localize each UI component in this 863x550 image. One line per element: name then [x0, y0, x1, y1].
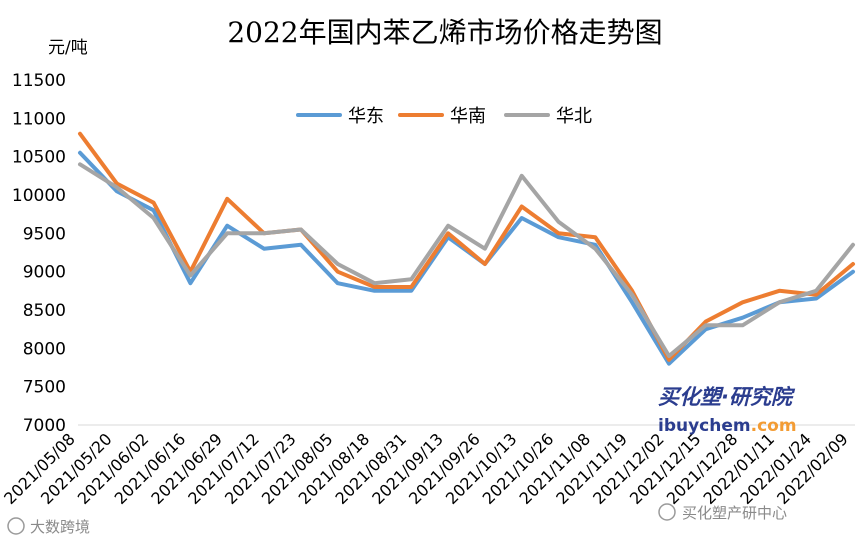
y-tick-label: 10000 [12, 186, 66, 206]
chart-title: 2022年国内苯乙烯市场价格走势图 [227, 16, 662, 49]
y-tick-label: 11000 [12, 109, 66, 129]
y-tick-label: 8500 [23, 301, 66, 321]
watermark-url: ibuychem.com [658, 416, 797, 436]
y-tick-label: 11500 [12, 71, 66, 91]
series-line [78, 162, 855, 358]
legend-label: 华北 [556, 106, 592, 127]
y-tick-label: 10500 [12, 148, 66, 168]
watermark-brand: 买化塑·研究院 [658, 385, 796, 409]
y-axis: 7000 7500 8000 8500 9000 9500 10000 10500 11000 1… [12, 71, 66, 436]
y-tick-label: 7500 [23, 378, 66, 398]
legend-label: 华东 [348, 106, 384, 127]
y-tick-label: 8000 [23, 339, 66, 359]
wechat-credit-left: 大数跨境 [7, 517, 90, 536]
wechat-credit-right: 买化塑产研中心 [658, 503, 787, 522]
y-tick-label: 9500 [23, 224, 66, 244]
watermark-url-left: ibuychem [658, 416, 751, 436]
x-axis: 2021/05/082021/05/202021/06/022021/06/16… [0, 429, 852, 508]
watermark-url-right: .com [751, 416, 797, 436]
wechat-icon [7, 517, 25, 535]
series-line [78, 131, 855, 362]
legend-label: 华南 [450, 106, 486, 127]
plot-area [78, 131, 855, 366]
legend: 华东 华南 华北 [296, 106, 592, 127]
wechat-icon [658, 503, 676, 521]
credit-left-text: 大数跨境 [30, 518, 90, 536]
credit-right-text: 买化塑产研中心 [682, 504, 787, 522]
y-axis-unit: 元/吨 [48, 38, 88, 58]
y-tick-label: 9000 [23, 263, 66, 283]
watermark-logo: 买化塑·研究院 ibuychem.com [658, 385, 797, 436]
y-tick-label: 7000 [23, 416, 66, 436]
